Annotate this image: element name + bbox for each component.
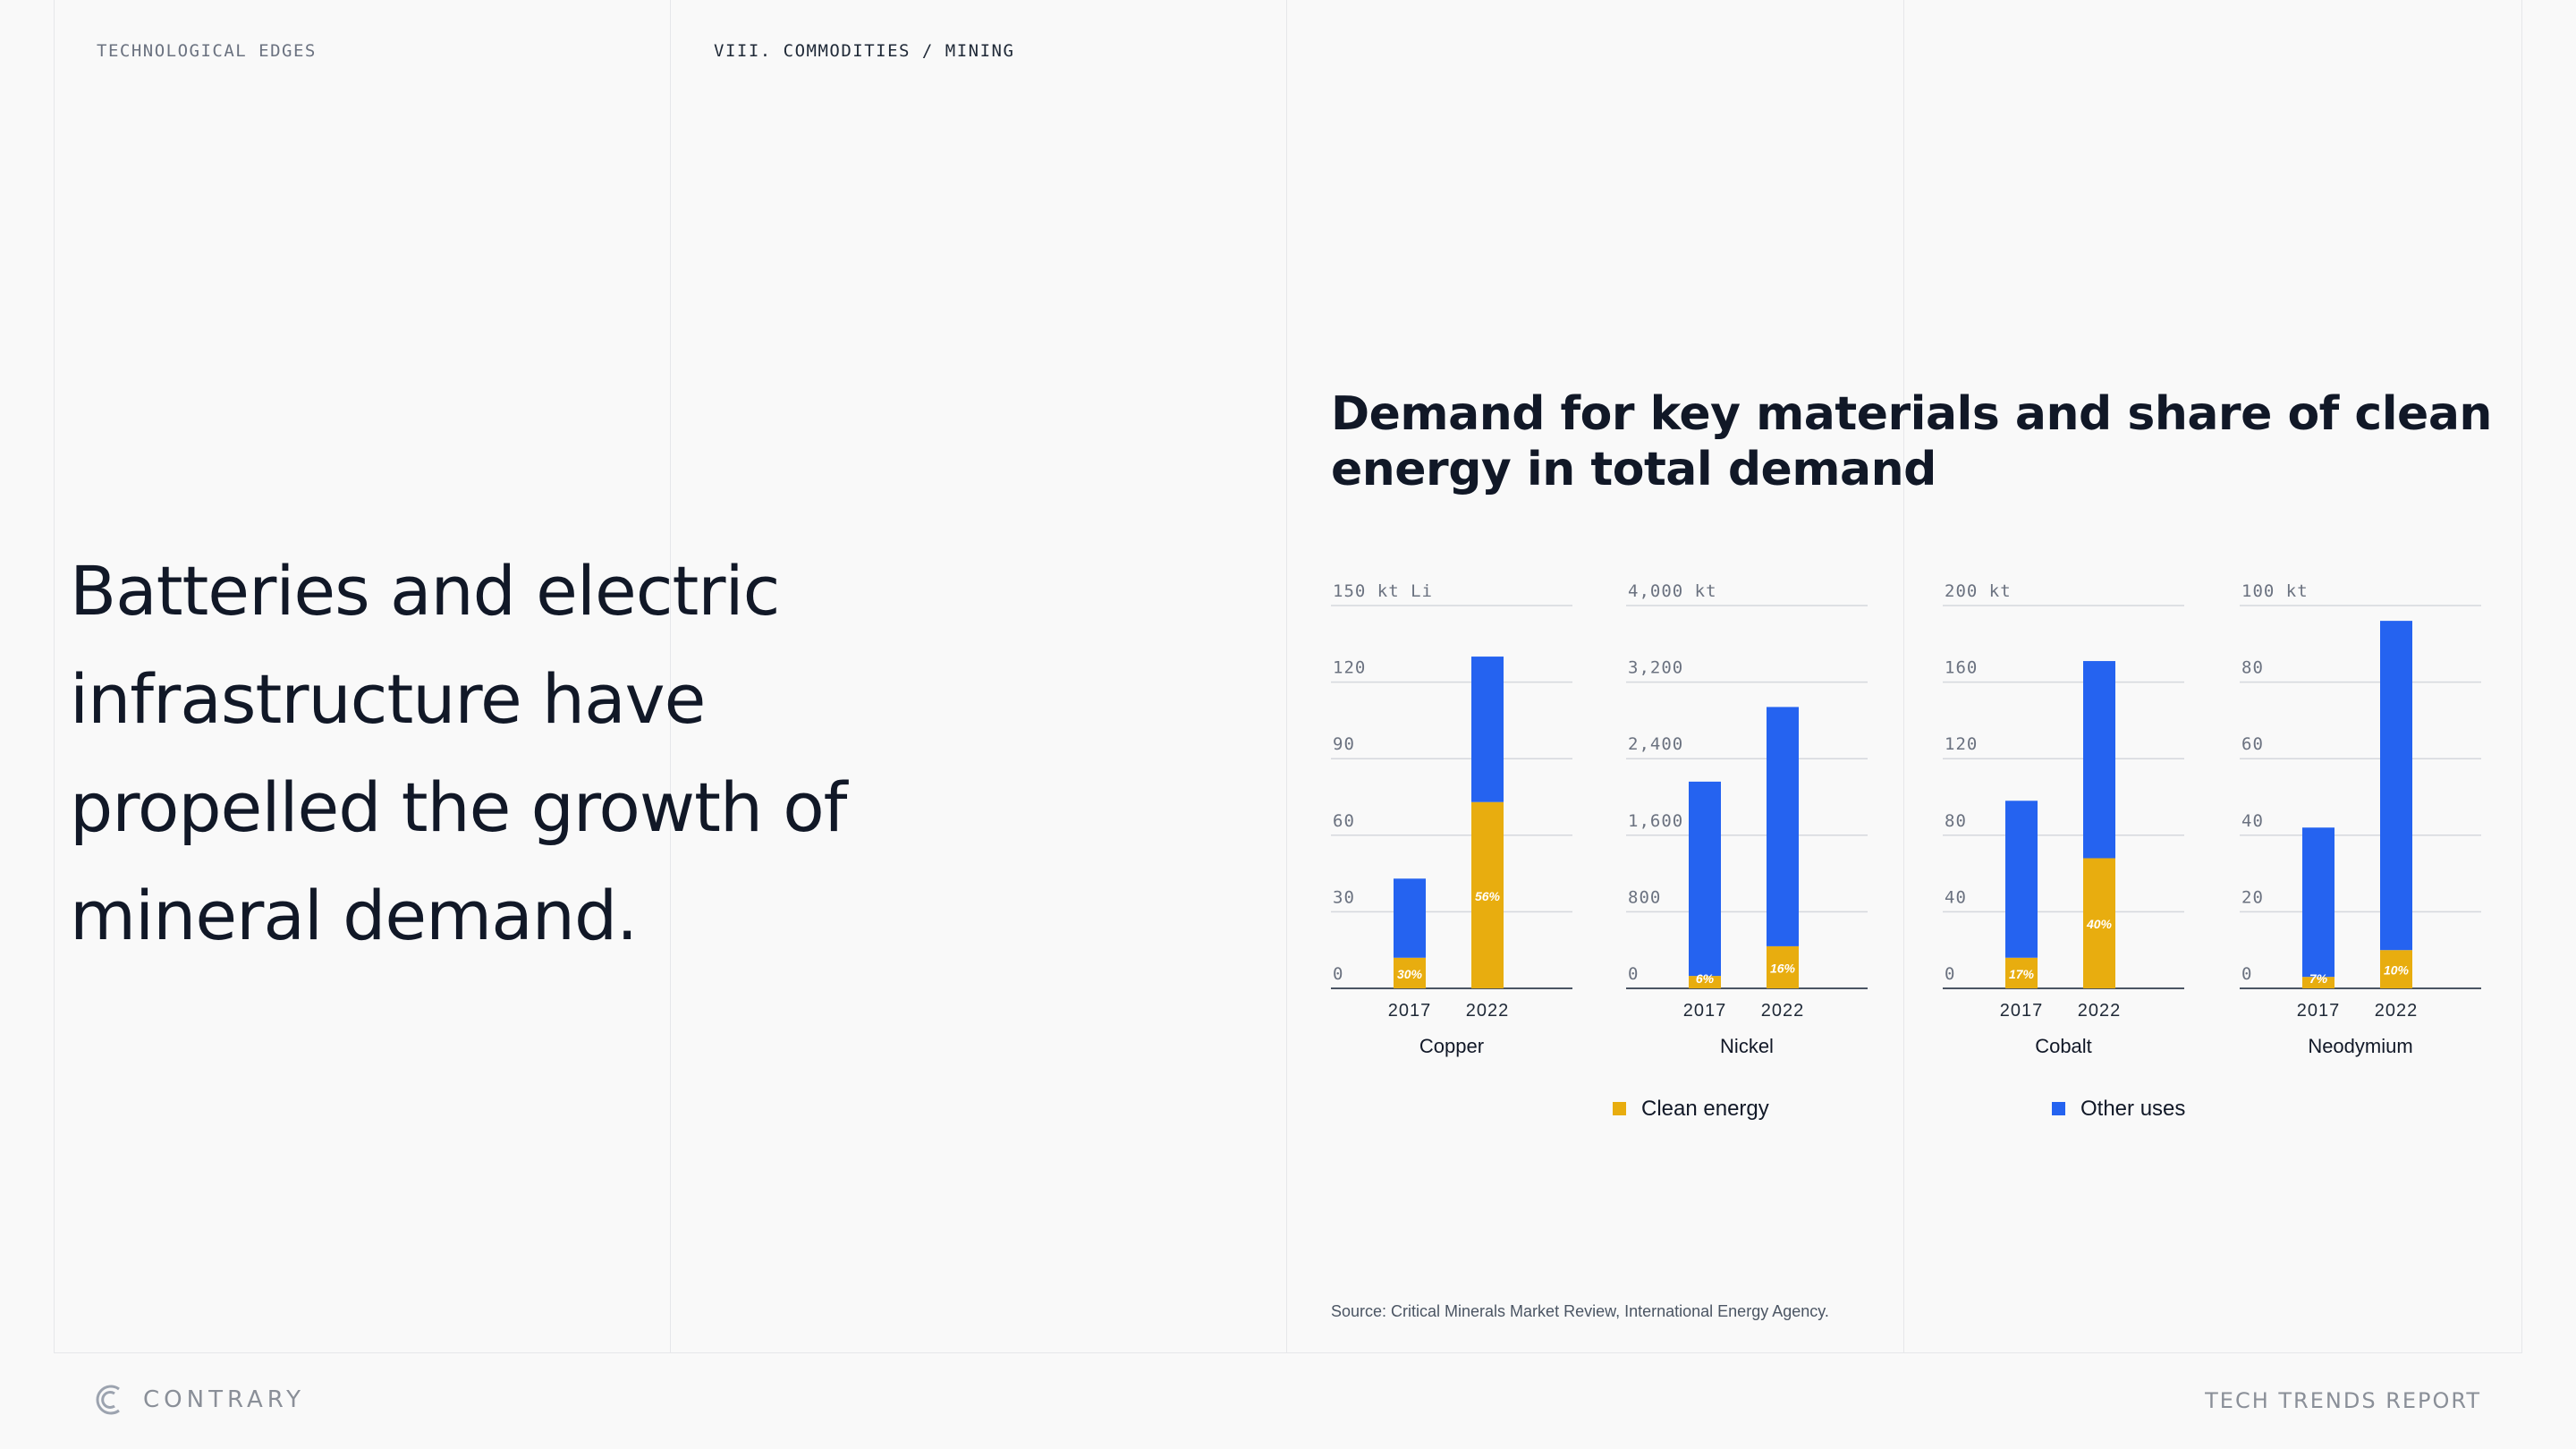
y-tick-label: 20 xyxy=(2241,887,2264,907)
bar-clean-energy xyxy=(1689,976,1721,988)
share-label: 7% xyxy=(2309,971,2328,986)
y-tick-label: 4,000 kt xyxy=(1628,581,1717,601)
x-tick-label: 2022 xyxy=(1761,1001,1805,1021)
panel-title: Copper xyxy=(1419,1035,1484,1057)
y-tick-label: 1,600 xyxy=(1628,811,1683,831)
share-label: 10% xyxy=(2384,963,2410,978)
x-tick-label: 2017 xyxy=(2297,1001,2341,1021)
bar-clean-energy xyxy=(2005,957,2038,988)
share-label: 6% xyxy=(1696,971,1715,986)
panel-title: Neodymium xyxy=(2308,1035,2412,1057)
frame-divider xyxy=(670,0,671,1352)
y-tick-label: 200 kt xyxy=(1945,581,2012,601)
bar-clean-energy xyxy=(2302,977,2334,988)
y-tick-label: 60 xyxy=(2241,734,2264,754)
bar-clean-energy xyxy=(1471,801,1504,988)
panel-title: Cobalt xyxy=(2035,1035,2092,1057)
share-label: 56% xyxy=(1475,889,1501,903)
share-label: 40% xyxy=(2086,917,2113,931)
x-tick-label: 2022 xyxy=(2078,1001,2122,1021)
chart-area: 0 30 60 90 120 150 kt Li 30% 2017 56% 2022 Copper 0… xyxy=(1331,581,2481,1121)
footer-logo: CONTRARY xyxy=(95,1383,305,1417)
y-tick-label: 40 xyxy=(2241,811,2264,831)
x-tick-label: 2017 xyxy=(1388,1001,1432,1021)
source-note: Source: Critical Minerals Market Review,… xyxy=(1331,1302,1829,1320)
share-label: 16% xyxy=(1770,961,1796,975)
y-tick-label: 800 xyxy=(1628,887,1661,907)
y-tick-label: 160 xyxy=(1945,658,1978,678)
logo-text: CONTRARY xyxy=(143,1386,306,1413)
section-label: TECHNOLOGICAL EDGES xyxy=(97,41,317,61)
y-tick-label: 3,200 xyxy=(1628,658,1683,678)
y-tick-label: 120 xyxy=(1333,658,1366,678)
share-label: 17% xyxy=(2009,967,2035,981)
y-tick-label: 0 xyxy=(1945,964,1955,984)
bar-clean-energy xyxy=(1767,945,1799,988)
frame-divider xyxy=(1286,0,1287,1352)
bar-other-uses xyxy=(2302,827,2334,978)
report-title: TECH TRENDS REPORT xyxy=(2205,1388,2481,1413)
legend-label: Other uses xyxy=(2080,1097,2185,1121)
share-label: 30% xyxy=(1397,967,1423,981)
frame-divider xyxy=(54,0,55,1352)
bar-clean-energy xyxy=(2083,858,2115,988)
bar-other-uses xyxy=(1394,878,1426,958)
y-tick-label: 120 xyxy=(1945,734,1978,754)
panel-title: Nickel xyxy=(1720,1035,1774,1057)
y-tick-label: 150 kt Li xyxy=(1333,581,1433,601)
x-tick-label: 2017 xyxy=(2000,1001,2044,1021)
y-tick-label: 0 xyxy=(1628,964,1639,984)
y-tick-label: 0 xyxy=(2241,964,2252,984)
bar-clean-energy xyxy=(1394,957,1426,988)
y-tick-label: 80 xyxy=(1945,811,1967,831)
y-tick-label: 30 xyxy=(1333,887,1355,907)
y-tick-label: 0 xyxy=(1333,964,1343,984)
bar-other-uses xyxy=(1471,657,1504,802)
headline: Batteries and electric infrastructure ha… xyxy=(70,551,847,955)
chart-title: Demand for key materials and share of cl… xyxy=(1331,387,2492,496)
x-tick-label: 2017 xyxy=(1683,1001,1727,1021)
x-tick-label: 2022 xyxy=(1466,1001,1510,1021)
legend-swatch xyxy=(1613,1102,1626,1115)
chapter-label: VIII. COMMODITIES / MINING xyxy=(714,41,1015,61)
x-tick-label: 2022 xyxy=(2375,1001,2419,1021)
bar-other-uses xyxy=(1767,707,1799,946)
bar-other-uses xyxy=(2083,661,2115,859)
legend-label: Clean energy xyxy=(1641,1097,1769,1121)
y-tick-label: 80 xyxy=(2241,658,2264,678)
bar-other-uses xyxy=(2005,801,2038,958)
y-tick-label: 40 xyxy=(1945,887,1967,907)
legend-swatch xyxy=(2052,1102,2065,1115)
frame-divider xyxy=(1903,0,1904,1352)
bar-other-uses xyxy=(2380,621,2412,951)
bar-other-uses xyxy=(1689,781,1721,977)
frame-divider xyxy=(2521,0,2522,1352)
bar-clean-energy xyxy=(2380,950,2412,988)
y-tick-label: 60 xyxy=(1333,811,1355,831)
y-tick-label: 2,400 xyxy=(1628,734,1683,754)
y-tick-label: 90 xyxy=(1333,734,1355,754)
footer-divider xyxy=(54,1352,2522,1353)
contrary-logo-icon xyxy=(96,1385,120,1415)
y-tick-label: 100 kt xyxy=(2241,581,2309,601)
